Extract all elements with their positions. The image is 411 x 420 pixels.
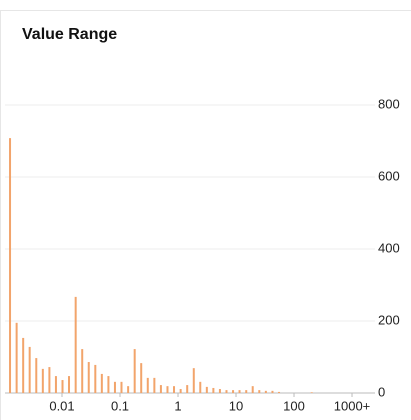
- bar: [271, 390, 274, 393]
- x-tick-label: 1: [174, 398, 181, 413]
- bar: [133, 349, 136, 393]
- bar: [146, 377, 149, 393]
- bar: [238, 390, 241, 393]
- x-tick-label: 10: [229, 398, 243, 413]
- bar: [205, 386, 208, 393]
- bar: [9, 138, 12, 393]
- bar: [127, 386, 130, 393]
- bar: [258, 390, 261, 393]
- bar: [166, 386, 169, 393]
- x-tick-label: 100: [283, 398, 305, 413]
- bar: [100, 373, 103, 393]
- y-tick-label: 0: [378, 384, 385, 399]
- bar: [192, 368, 195, 393]
- bar: [87, 362, 90, 393]
- bar: [35, 358, 38, 393]
- bar: [278, 391, 281, 393]
- bar: [107, 376, 110, 393]
- bar: [232, 390, 235, 393]
- card: [0, 10, 411, 420]
- bar: [94, 364, 97, 393]
- chart-title: Value Range: [22, 26, 117, 43]
- bar: [74, 296, 77, 393]
- bar: [28, 346, 31, 393]
- bar: [140, 363, 143, 393]
- x-tick-label: 0.01: [49, 398, 74, 413]
- x-tick-label: 0.1: [111, 398, 129, 413]
- bar: [120, 381, 123, 393]
- bar: [15, 322, 18, 393]
- bar: [113, 381, 116, 393]
- bar: [199, 381, 202, 393]
- bar: [153, 377, 156, 393]
- bar: [173, 386, 176, 393]
- y-tick-label: 400: [378, 240, 400, 255]
- bar: [225, 390, 228, 393]
- bar: [61, 380, 64, 393]
- bar: [310, 392, 313, 393]
- bar: [41, 368, 44, 393]
- bar: [251, 386, 254, 393]
- bar: [22, 337, 25, 393]
- bar: [245, 390, 248, 393]
- bar: [264, 390, 267, 393]
- bar: [68, 376, 71, 393]
- bar: [186, 385, 189, 393]
- y-tick-label: 800: [378, 96, 400, 111]
- bar: [54, 376, 57, 393]
- bar: [159, 385, 162, 393]
- y-tick-label: 600: [378, 168, 400, 183]
- bar: [81, 349, 84, 393]
- bar: [218, 389, 221, 393]
- x-tick-label: 1000+: [334, 398, 371, 413]
- bar: [48, 367, 51, 393]
- bar: [212, 387, 215, 393]
- bar: [179, 389, 182, 393]
- y-tick-label: 200: [378, 312, 400, 327]
